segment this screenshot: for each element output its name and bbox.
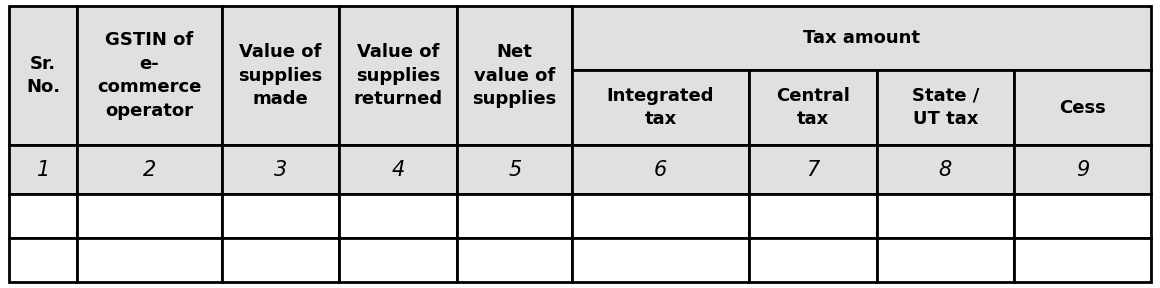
Text: Central
tax: Central tax (776, 87, 850, 128)
Text: 1: 1 (37, 160, 50, 180)
Bar (877, 70, 1014, 145)
Text: 7: 7 (806, 160, 819, 180)
Text: Tax amount: Tax amount (803, 29, 920, 47)
Bar (572, 194, 749, 238)
Text: Sr.
No.: Sr. No. (27, 55, 60, 96)
Bar (340, 6, 457, 145)
Bar (340, 194, 457, 238)
Bar (222, 6, 340, 145)
Bar (77, 238, 222, 282)
Bar (457, 194, 572, 238)
Bar (749, 238, 877, 282)
Text: Value of
supplies
returned: Value of supplies returned (354, 43, 443, 108)
Text: 9: 9 (1075, 160, 1089, 180)
Bar (222, 194, 340, 238)
Text: Net
value of
supplies: Net value of supplies (472, 43, 557, 108)
Text: Cess: Cess (1059, 99, 1105, 117)
Text: Integrated
tax: Integrated tax (607, 87, 715, 128)
Bar (457, 238, 572, 282)
Bar (1014, 194, 1151, 238)
Text: 4: 4 (392, 160, 405, 180)
Bar (877, 145, 1014, 194)
Bar (9, 194, 77, 238)
Text: 2: 2 (143, 160, 157, 180)
Bar (457, 6, 572, 145)
Bar (77, 145, 222, 194)
Bar (1014, 70, 1151, 145)
Bar (222, 145, 340, 194)
Bar (9, 238, 77, 282)
Bar (77, 194, 222, 238)
Bar (877, 194, 1014, 238)
Bar (340, 238, 457, 282)
Text: 8: 8 (938, 160, 952, 180)
Text: GSTIN of
e-
commerce
operator: GSTIN of e- commerce operator (97, 31, 202, 120)
Text: Value of
supplies
made: Value of supplies made (239, 43, 322, 108)
Bar (1014, 238, 1151, 282)
Bar (572, 238, 749, 282)
Bar (77, 6, 222, 145)
Bar (9, 6, 77, 145)
Bar (9, 145, 77, 194)
Bar (572, 145, 749, 194)
Bar (877, 238, 1014, 282)
Bar (1014, 145, 1151, 194)
Bar (749, 194, 877, 238)
Bar (749, 70, 877, 145)
Bar (457, 145, 572, 194)
Text: 5: 5 (508, 160, 521, 180)
Bar (222, 238, 340, 282)
Bar (340, 145, 457, 194)
Bar (572, 6, 1151, 70)
Text: 6: 6 (654, 160, 667, 180)
Bar (572, 70, 749, 145)
Bar (749, 145, 877, 194)
Text: 3: 3 (274, 160, 288, 180)
Text: State /
UT tax: State / UT tax (912, 87, 979, 128)
